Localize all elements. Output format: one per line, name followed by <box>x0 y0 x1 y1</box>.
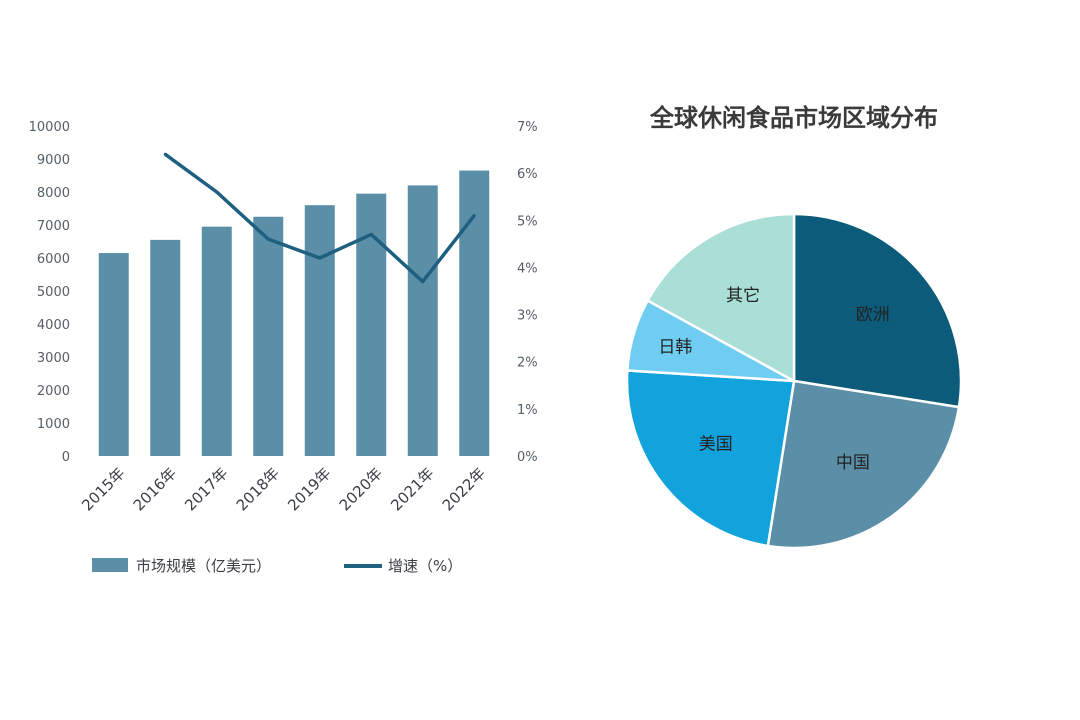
left-y-tick-label: 3000 <box>37 351 70 366</box>
line-point <box>215 190 219 194</box>
line-series <box>163 152 476 284</box>
x-tick-label: 2015年 <box>78 464 128 514</box>
right-y-tick-label: 7% <box>517 120 538 135</box>
bar <box>253 216 284 456</box>
right-y-axis: 0% 1% 2% 3% 4% 5% 6% 7% <box>517 120 538 465</box>
left-y-tick-label: 0 <box>62 450 70 465</box>
x-tick-label: 2018年 <box>233 464 283 514</box>
legend: 市场规模（亿美元） 增速（%） <box>92 557 462 575</box>
bar <box>201 226 232 456</box>
pie-slice-label: 日韩 <box>658 338 692 358</box>
legend-label-line: 增速（%） <box>388 557 462 575</box>
left-y-tick-label: 5000 <box>37 285 70 300</box>
pie-slice <box>625 369 796 548</box>
pie-slice <box>645 212 796 384</box>
bar <box>150 239 181 456</box>
left-y-tick-label: 6000 <box>37 252 70 267</box>
legend-swatch-bar <box>92 558 128 572</box>
x-tick-label: 2021年 <box>387 464 437 514</box>
legend-label-bar: 市场规模（亿美元） <box>136 557 271 575</box>
pie-slice-label: 中国 <box>836 453 870 473</box>
x-tick-label: 2019年 <box>284 464 334 514</box>
pie-title: 全球休闲食品市场区域分布 <box>649 104 938 132</box>
left-y-tick-label: 9000 <box>37 153 70 168</box>
x-tick-label: 2022年 <box>439 464 489 514</box>
bar <box>304 205 335 456</box>
x-tick-label: 2020年 <box>336 464 386 514</box>
left-y-tick-label: 4000 <box>37 318 70 333</box>
left-y-tick-label: 2000 <box>37 384 70 399</box>
x-axis: 2015年 2016年 2017年 2018年 2019年 2020年 2021年 2022年 <box>78 464 489 514</box>
right-y-tick-label: 0% <box>517 450 538 465</box>
left-y-tick-label: 10000 <box>29 120 70 135</box>
bar <box>459 170 490 457</box>
line-point <box>163 152 167 156</box>
right-y-tick-label: 2% <box>517 356 538 371</box>
bar-series <box>98 170 490 457</box>
right-y-tick-label: 6% <box>517 167 538 182</box>
line-point <box>472 214 476 218</box>
right-y-tick-label: 5% <box>517 214 538 229</box>
x-tick-label: 2017年 <box>181 464 231 514</box>
right-y-tick-label: 4% <box>517 261 538 276</box>
pie-slices <box>625 212 963 550</box>
combo-chart: 0 1000 2000 3000 4000 5000 6000 7000 8000 9000 100… <box>29 120 538 575</box>
pie-slice <box>792 212 963 409</box>
right-y-tick-label: 3% <box>517 309 538 324</box>
line-point <box>369 232 373 236</box>
bar <box>407 185 438 456</box>
left-y-tick-label: 1000 <box>37 417 70 432</box>
line-point <box>318 256 322 260</box>
left-y-tick-label: 8000 <box>37 186 70 201</box>
x-tick-label: 2016年 <box>130 464 180 514</box>
pie-slice-label: 美国 <box>699 435 733 455</box>
pie-slice <box>766 379 961 550</box>
line-point <box>266 237 270 241</box>
pie-slice-label: 其它 <box>726 286 760 306</box>
left-y-axis: 0 1000 2000 3000 4000 5000 6000 7000 8000 9000 100… <box>29 120 70 465</box>
bar <box>98 253 129 456</box>
right-y-tick-label: 1% <box>517 403 538 418</box>
pie-slice-label: 欧洲 <box>856 305 890 325</box>
left-y-tick-label: 7000 <box>37 219 70 234</box>
line-point <box>421 280 425 284</box>
